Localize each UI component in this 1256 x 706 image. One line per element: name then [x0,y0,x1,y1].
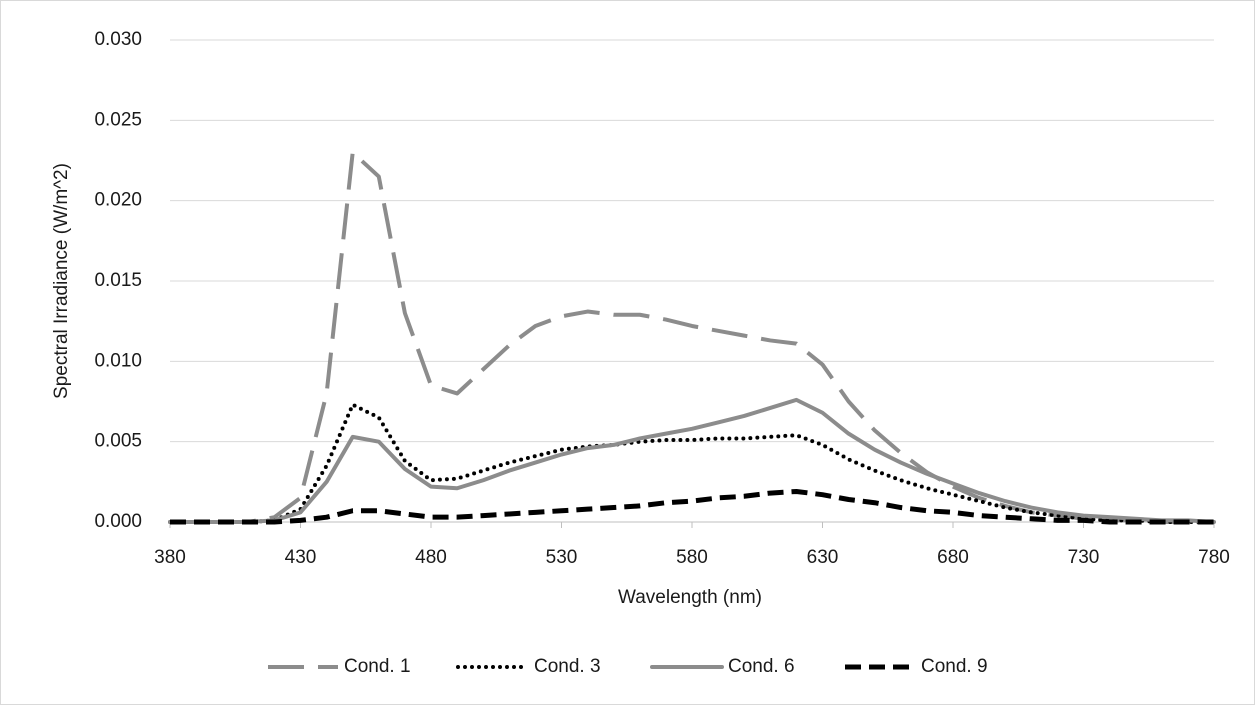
x-tick-label: 480 [415,547,447,568]
series-line [168,397,1216,524]
legend-label: Cond. 3 [534,656,601,677]
x-tick-label: 580 [676,547,708,568]
x-axis-title: Wavelength (nm) [618,587,762,608]
y-tick-label: 0.025 [94,109,142,130]
y-tick-label: 0.000 [94,511,142,532]
series-line [170,488,1214,525]
x-tick-label: 730 [1068,547,1100,568]
legend-label: Cond. 6 [728,656,795,677]
x-tick-label: 380 [154,547,186,568]
legend-label: Cond. 1 [344,656,411,677]
x-tick-label: 780 [1198,547,1230,568]
x-tick-label: 680 [937,547,969,568]
y-tick-label: 0.030 [94,29,142,50]
x-tick-label: 630 [807,547,839,568]
series-line [170,150,1214,524]
legend-label: Cond. 9 [921,656,988,677]
x-tick-label: 530 [546,547,578,568]
y-tick-label: 0.005 [94,431,142,452]
y-axis-title: Spectral Irradiance (W/m^2) [51,163,72,399]
y-tick-label: 0.020 [94,190,142,211]
x-tick-label: 430 [285,547,317,568]
y-tick-label: 0.010 [94,350,142,371]
y-tick-label: 0.015 [94,270,142,291]
